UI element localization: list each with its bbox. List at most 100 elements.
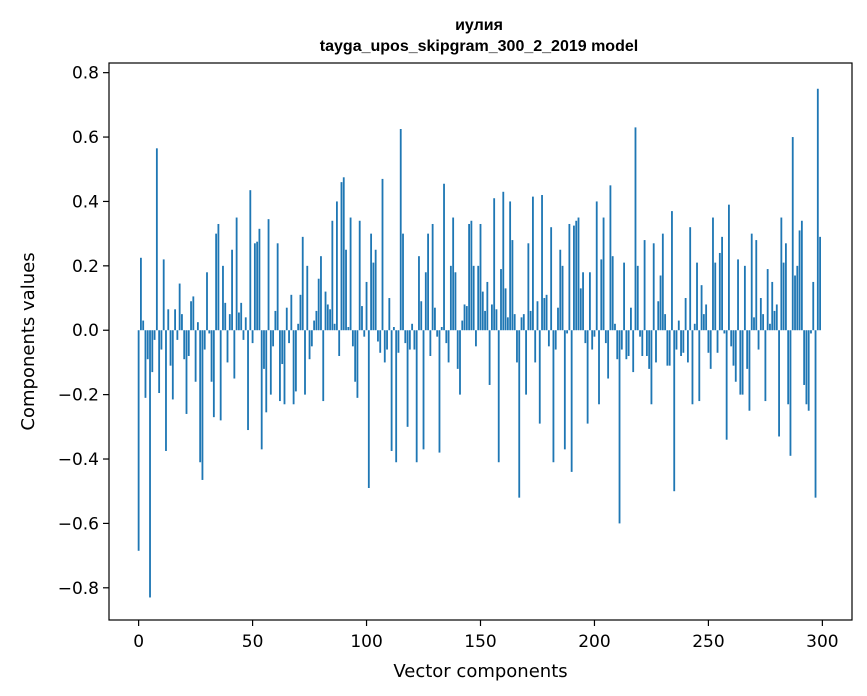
bar — [285, 307, 288, 331]
bar — [436, 330, 439, 337]
bar — [796, 265, 799, 331]
bar — [741, 330, 744, 395]
x-tick-label: 200 — [578, 632, 610, 652]
bar — [652, 243, 655, 331]
bar — [137, 330, 140, 551]
bar — [541, 195, 543, 331]
bar — [805, 330, 808, 405]
bar — [351, 330, 354, 347]
bar — [185, 330, 188, 414]
bar — [427, 233, 429, 331]
bar — [456, 330, 459, 369]
bar — [748, 330, 751, 411]
bar — [301, 236, 304, 331]
bar — [160, 330, 163, 350]
bar — [190, 301, 192, 331]
bar — [668, 330, 671, 366]
bar — [238, 312, 240, 331]
y-tick-label: −0.2 — [58, 386, 99, 406]
bar — [573, 225, 575, 331]
bar — [632, 330, 635, 373]
bar — [684, 298, 687, 331]
bar — [153, 330, 156, 340]
bar — [251, 330, 254, 344]
bar — [814, 330, 817, 498]
bar — [181, 314, 183, 331]
bar — [370, 233, 373, 331]
bar — [399, 129, 402, 331]
bar — [260, 330, 263, 450]
bar — [522, 314, 525, 331]
bar — [445, 330, 448, 344]
bar — [404, 330, 407, 344]
bar — [504, 288, 507, 331]
bar — [543, 298, 546, 331]
bar — [354, 330, 357, 382]
bar — [283, 330, 286, 405]
bar — [502, 191, 505, 331]
bar — [588, 272, 591, 331]
y-tick-label: 0.0 — [72, 321, 99, 341]
bar — [794, 275, 796, 331]
bar — [534, 330, 537, 363]
bar — [650, 330, 653, 405]
bar — [486, 281, 489, 331]
bar — [440, 327, 443, 331]
bar — [292, 330, 295, 405]
bar — [358, 220, 361, 331]
bar — [634, 127, 637, 331]
bar — [500, 269, 502, 331]
bar — [759, 298, 762, 331]
bar — [438, 330, 441, 453]
bar — [342, 177, 345, 331]
bar — [595, 201, 598, 331]
bar — [552, 330, 555, 463]
bar — [276, 243, 279, 331]
bar — [771, 281, 774, 331]
bar — [201, 330, 204, 480]
bar — [648, 330, 651, 369]
bar — [766, 269, 769, 331]
bar — [559, 249, 562, 331]
bar — [495, 309, 498, 331]
y-tick-label: −0.4 — [58, 450, 99, 470]
bar — [757, 330, 760, 350]
y-axis-label: Components values — [18, 252, 39, 430]
bar — [263, 330, 265, 369]
bar — [666, 330, 669, 366]
bar — [281, 330, 284, 365]
bar — [461, 320, 464, 331]
bar — [465, 306, 468, 331]
bar — [363, 330, 366, 337]
bar — [718, 252, 721, 331]
bar — [329, 309, 331, 331]
bar — [618, 330, 621, 524]
bar — [361, 306, 363, 331]
bar — [714, 262, 717, 331]
bar — [388, 298, 391, 331]
bar — [463, 304, 466, 331]
bar — [764, 330, 767, 402]
bar — [315, 310, 318, 331]
bar — [702, 314, 705, 331]
bar — [228, 314, 231, 331]
bar — [377, 330, 379, 342]
bar — [691, 330, 694, 405]
bar — [187, 330, 190, 356]
bar — [235, 217, 238, 331]
bar — [584, 330, 587, 344]
bar — [800, 220, 803, 331]
bar — [459, 330, 461, 395]
bar — [183, 330, 186, 360]
y-tick-label: 0.8 — [72, 64, 99, 84]
bar — [194, 330, 197, 382]
bar — [176, 330, 179, 340]
bar — [171, 330, 174, 400]
bar — [472, 265, 475, 331]
bar — [686, 330, 689, 363]
bar — [142, 320, 145, 331]
bar — [240, 302, 243, 331]
bar — [322, 330, 325, 402]
bar — [807, 330, 810, 411]
bar — [520, 317, 523, 331]
